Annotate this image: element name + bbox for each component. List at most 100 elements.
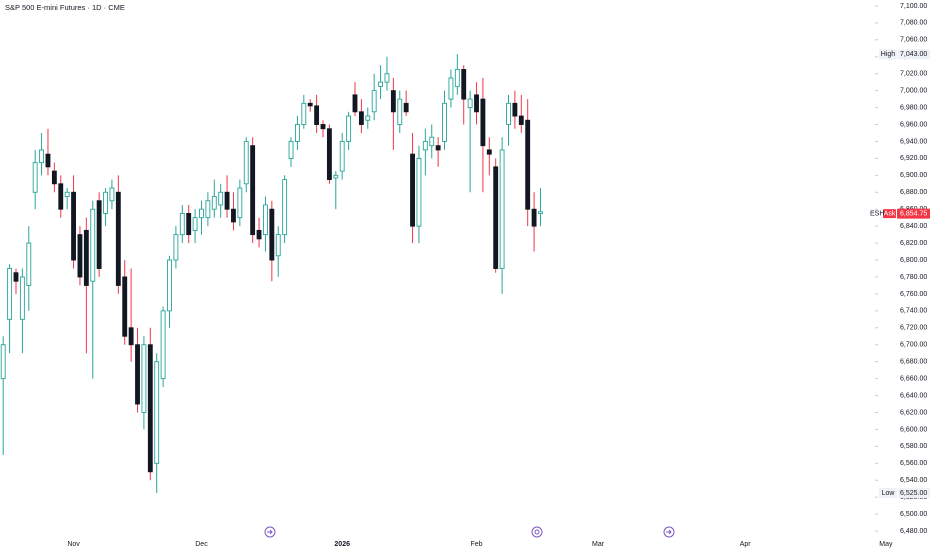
candle-body (352, 94, 358, 113)
candle-body (218, 191, 224, 206)
candle-body (167, 259, 172, 312)
last-price-line (897, 208, 930, 219)
y-tick-label: 6,880.00 (900, 189, 927, 196)
candle-body (365, 115, 371, 121)
candle-body (128, 327, 134, 346)
candle-body (397, 98, 403, 125)
marker-name: Low (882, 490, 896, 497)
x-tick-label: Dec (195, 541, 208, 548)
candle-body (326, 128, 332, 181)
candle-body (186, 212, 192, 236)
candle-body (422, 140, 428, 151)
candle-body (429, 136, 435, 147)
candle-body (282, 179, 288, 236)
y-tick-label: 6,840.00 (900, 223, 927, 230)
candle-body (154, 361, 160, 464)
candle-body (499, 149, 505, 269)
candle-body (58, 183, 64, 210)
candle-body (486, 149, 492, 155)
candle-body (371, 90, 377, 113)
x-tick-label: Feb (470, 541, 482, 548)
marker-label: 7,043.00 (900, 51, 927, 58)
candle-body (231, 208, 236, 223)
x-tick-label: 2026 (334, 541, 350, 548)
candle-body (237, 187, 243, 219)
candle-body (122, 276, 128, 337)
candle-body (109, 187, 115, 202)
candle-body (314, 105, 320, 125)
candle-body (518, 115, 524, 125)
x-tick-label: Mar (592, 541, 605, 548)
y-tick-label: 6,640.00 (900, 392, 927, 399)
candle-body (339, 140, 345, 172)
marker-name: High (881, 51, 896, 58)
candle-body (160, 310, 166, 380)
y-tick-label: 6,600.00 (900, 426, 927, 433)
event-icon-glyph (666, 529, 672, 535)
y-tick-label: 6,680.00 (900, 359, 927, 366)
candle-body (32, 162, 38, 193)
candle-body (294, 124, 300, 142)
y-tick-label: 6,780.00 (900, 274, 927, 281)
candle-body (115, 191, 121, 286)
candle-body (135, 344, 140, 405)
ask-tag: Ask (884, 211, 896, 218)
y-tick-label: 6,820.00 (900, 240, 927, 247)
y-tick-label: 6,620.00 (900, 409, 927, 416)
y-tick-label: 6,800.00 (900, 257, 927, 264)
candle-body (250, 145, 256, 236)
x-tick-label: May (879, 541, 893, 548)
candle-body (390, 90, 396, 113)
candle-body (77, 234, 83, 278)
candle-body (243, 140, 249, 185)
y-tick-label: 6,540.00 (900, 477, 927, 484)
candle-body (263, 204, 268, 236)
candle-body (307, 102, 313, 107)
x-tick-label: Apr (740, 541, 752, 548)
marker-badge (879, 487, 897, 498)
y-tick-label: 7,060.00 (900, 37, 927, 44)
chart-title: S&P 500 E-mini Futures · 1D · CME (5, 3, 125, 12)
candle-body (45, 153, 51, 168)
candle-body (525, 119, 531, 210)
candle-body (538, 211, 543, 214)
candle-body (493, 166, 499, 269)
candle-body (467, 98, 473, 109)
marker-badge (879, 49, 897, 60)
candle-body (192, 217, 198, 231)
candle-body (71, 191, 76, 261)
candle-body (435, 145, 441, 151)
marker-label: 6,525.00 (900, 490, 927, 497)
candle-body (275, 234, 281, 257)
event-icon-glyph (267, 529, 273, 535)
candle-body (512, 102, 518, 117)
candle-body (403, 102, 409, 113)
candle-body (173, 234, 179, 261)
y-tick-label: 6,920.00 (900, 155, 927, 162)
candle-body (147, 344, 153, 473)
ask-tag-bg (883, 209, 896, 219)
candle-body (51, 170, 57, 185)
candle-body (179, 212, 185, 236)
candle-body (96, 200, 102, 269)
y-tick-label: 6,900.00 (900, 172, 927, 179)
candle-body (480, 98, 486, 147)
candle-body (333, 174, 339, 179)
marker-label-bg (898, 49, 930, 60)
candle-body (103, 191, 108, 214)
y-tick-label: 6,960.00 (900, 121, 927, 128)
candle-body (83, 229, 89, 286)
y-tick-label: 7,000.00 (900, 87, 927, 94)
y-tick-label: 6,560.00 (900, 460, 927, 467)
y-tick-label: 6,500.00 (900, 511, 927, 518)
candle-body (301, 102, 307, 125)
y-tick-label: 6,760.00 (900, 291, 927, 298)
event-icon[interactable] (531, 526, 543, 538)
candle-body (39, 149, 45, 164)
candle-body (0, 344, 6, 380)
y-tick-label: 6,720.00 (900, 325, 927, 332)
candle-body (199, 208, 204, 219)
candle-body (320, 124, 326, 130)
last-price-label: 6,854.75 (900, 211, 927, 218)
